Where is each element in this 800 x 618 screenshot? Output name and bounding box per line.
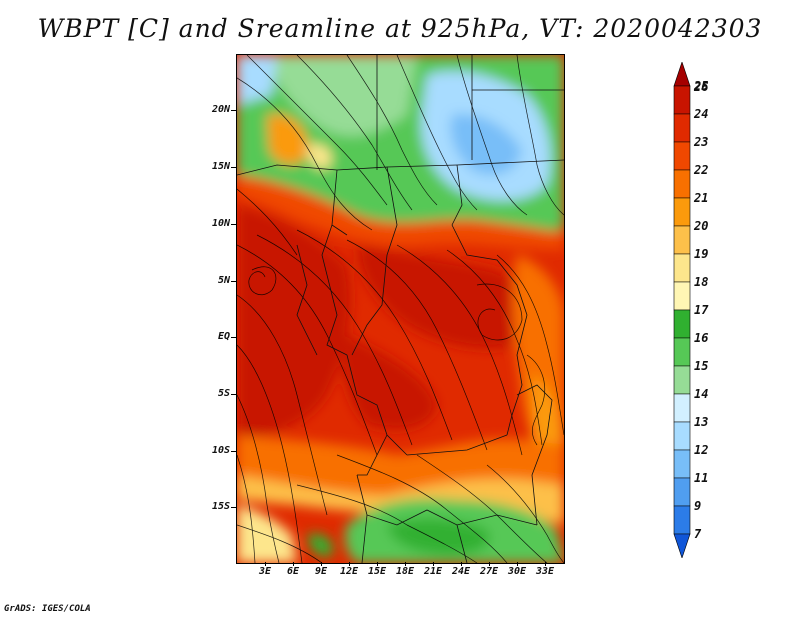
colorbar-label: 7 [694,527,702,541]
lat-label-5n: 5N [217,275,230,286]
colorbar-label: 24 [694,107,709,121]
lat-label-10s: 10S [211,445,230,456]
lon-label-18e: 18E [395,566,415,577]
lon-label-21e: 21E [423,566,443,577]
colorbar-segment [673,253,691,283]
lon-label-3e: 3E [258,566,272,577]
colorbar-label: 11 [694,471,709,485]
colorbar-label: 17 [694,303,709,317]
lon-label-15e: 15E [367,566,387,577]
colorbar-segment [673,309,691,339]
country-borders [237,55,564,563]
x-tick [349,562,350,566]
colorbar [673,62,691,558]
x-tick [545,562,546,566]
lon-label-30e: 30E [507,566,527,577]
colorbar-segment [673,62,691,87]
colorbar-label: 21 [694,191,709,205]
colorbar-label: 26 [694,80,709,94]
y-tick [231,451,236,452]
colorbar-segment [673,477,691,507]
x-tick [461,562,462,566]
colorbar-label: 23 [694,135,709,149]
footer-credit: GrADS: IGES/COLA [4,604,91,614]
colorbar-label: 22 [694,163,709,177]
colorbar-segment [673,141,691,171]
colorbar-label: 14 [694,387,709,401]
lon-label-9e: 9E [314,566,328,577]
colorbar-segment [673,505,691,535]
colorbar-segment [673,197,691,227]
x-tick [321,562,322,566]
y-tick [231,167,236,168]
colorbar-label: 13 [694,415,709,429]
colorbar-segment [673,169,691,199]
lon-label-6e: 6E [286,566,300,577]
colorbar-label: 15 [694,359,709,373]
colorbar-segment [673,85,691,115]
x-tick [489,562,490,566]
map-title: WBPT [C] and Sreamline at 925hPa, VT: 20… [37,14,763,43]
lon-label-33e: 33E [535,566,555,577]
x-tick [517,562,518,566]
colorbar-label: 18 [694,275,709,289]
map-panel [236,54,565,564]
colorbar-label: 25 [694,79,709,93]
lat-label-10n: 10N [211,218,230,229]
x-tick [433,562,434,566]
lat-label-eq: EQ [217,331,230,342]
colorbar-segment [673,449,691,479]
lon-label-27e: 27E [479,566,499,577]
colorbar-segment [673,281,691,311]
colorbar-segment [673,533,691,558]
colorbar-label: 19 [694,247,709,261]
x-tick [405,562,406,566]
colorbar-label: 20 [694,219,709,233]
colorbar-segment [673,365,691,395]
colorbar-label: 12 [694,443,709,457]
lat-label-15s: 15S [211,501,230,512]
x-tick [377,562,378,566]
colorbar-segment [673,393,691,423]
lat-label-15n: 15N [211,161,230,172]
colorbar-segment [673,113,691,143]
y-tick [231,110,236,111]
colorbar-segment [673,421,691,451]
lat-label-20n: 20N [211,104,230,115]
x-tick [293,562,294,566]
y-tick [231,337,236,338]
y-tick [231,394,236,395]
streamlines [237,55,564,563]
lon-label-12e: 12E [339,566,359,577]
lat-label-5s: 5S [217,388,230,399]
colorbar-label: 9 [694,499,702,513]
y-tick [231,507,236,508]
colorbar-label: 16 [694,331,709,345]
y-tick [231,281,236,282]
lon-label-24e: 24E [451,566,471,577]
wbpt-field-map [237,55,564,563]
colorbar-segment [673,337,691,367]
y-tick [231,224,236,225]
x-tick [265,562,266,566]
colorbar-segment [673,225,691,255]
